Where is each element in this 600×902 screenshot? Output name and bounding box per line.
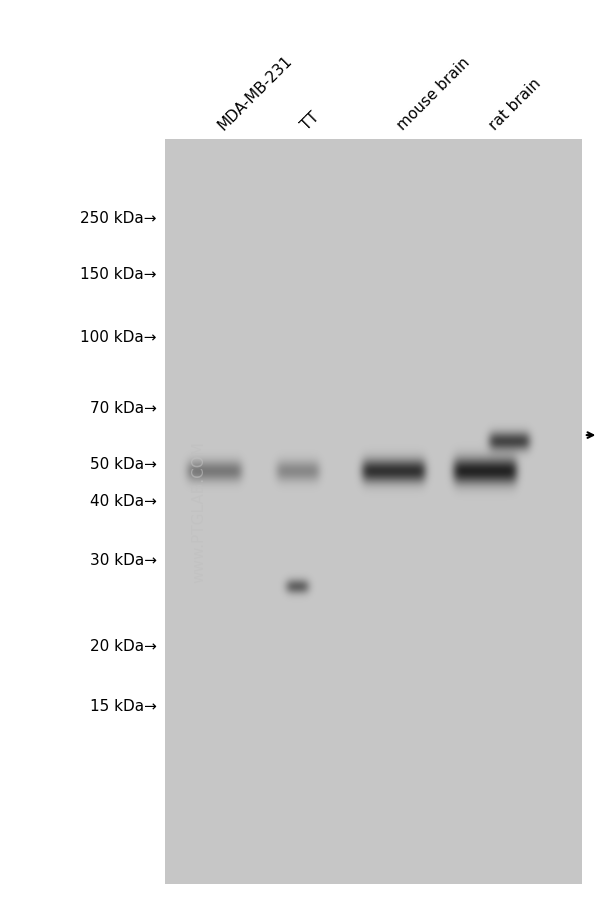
Text: 15 kDa→: 15 kDa→ [90,698,157,713]
Text: www.PTGLAB.COM: www.PTGLAB.COM [191,441,206,583]
Text: 40 kDa→: 40 kDa→ [90,493,157,508]
Text: 100 kDa→: 100 kDa→ [80,329,157,345]
Text: mouse brain: mouse brain [394,55,473,133]
Text: 150 kDa→: 150 kDa→ [80,266,157,281]
Text: 250 kDa→: 250 kDa→ [80,210,157,226]
Text: 70 kDa→: 70 kDa→ [90,400,157,415]
Text: TT: TT [298,109,322,133]
Text: 20 kDa→: 20 kDa→ [90,639,157,653]
Text: MDA-MB-231: MDA-MB-231 [215,53,295,133]
Text: 50 kDa→: 50 kDa→ [90,456,157,471]
Text: 30 kDa→: 30 kDa→ [90,553,157,567]
Text: rat brain: rat brain [486,76,544,133]
